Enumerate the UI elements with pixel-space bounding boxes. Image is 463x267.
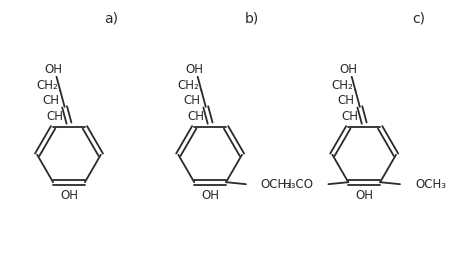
Text: CH: CH [340,110,357,123]
Text: CH: CH [43,95,60,108]
Text: OCH₃: OCH₃ [414,178,445,191]
Text: CH: CH [187,110,204,123]
Text: OH: OH [44,63,63,76]
Text: H₃CO: H₃CO [282,178,313,191]
Text: CH: CH [46,110,63,123]
Text: CH₂: CH₂ [177,79,199,92]
Text: OH: OH [60,189,78,202]
Text: CH₂: CH₂ [331,79,353,92]
Text: b): b) [244,11,258,25]
Text: OCH₃: OCH₃ [260,178,291,191]
Text: OH: OH [185,63,203,76]
Text: OH: OH [355,189,372,202]
Text: CH: CH [183,95,200,108]
Text: c): c) [412,11,425,25]
Text: CH: CH [337,95,354,108]
Text: a): a) [104,11,118,25]
Text: OH: OH [339,63,357,76]
Text: CH₂: CH₂ [37,79,58,92]
Text: OH: OH [200,189,219,202]
